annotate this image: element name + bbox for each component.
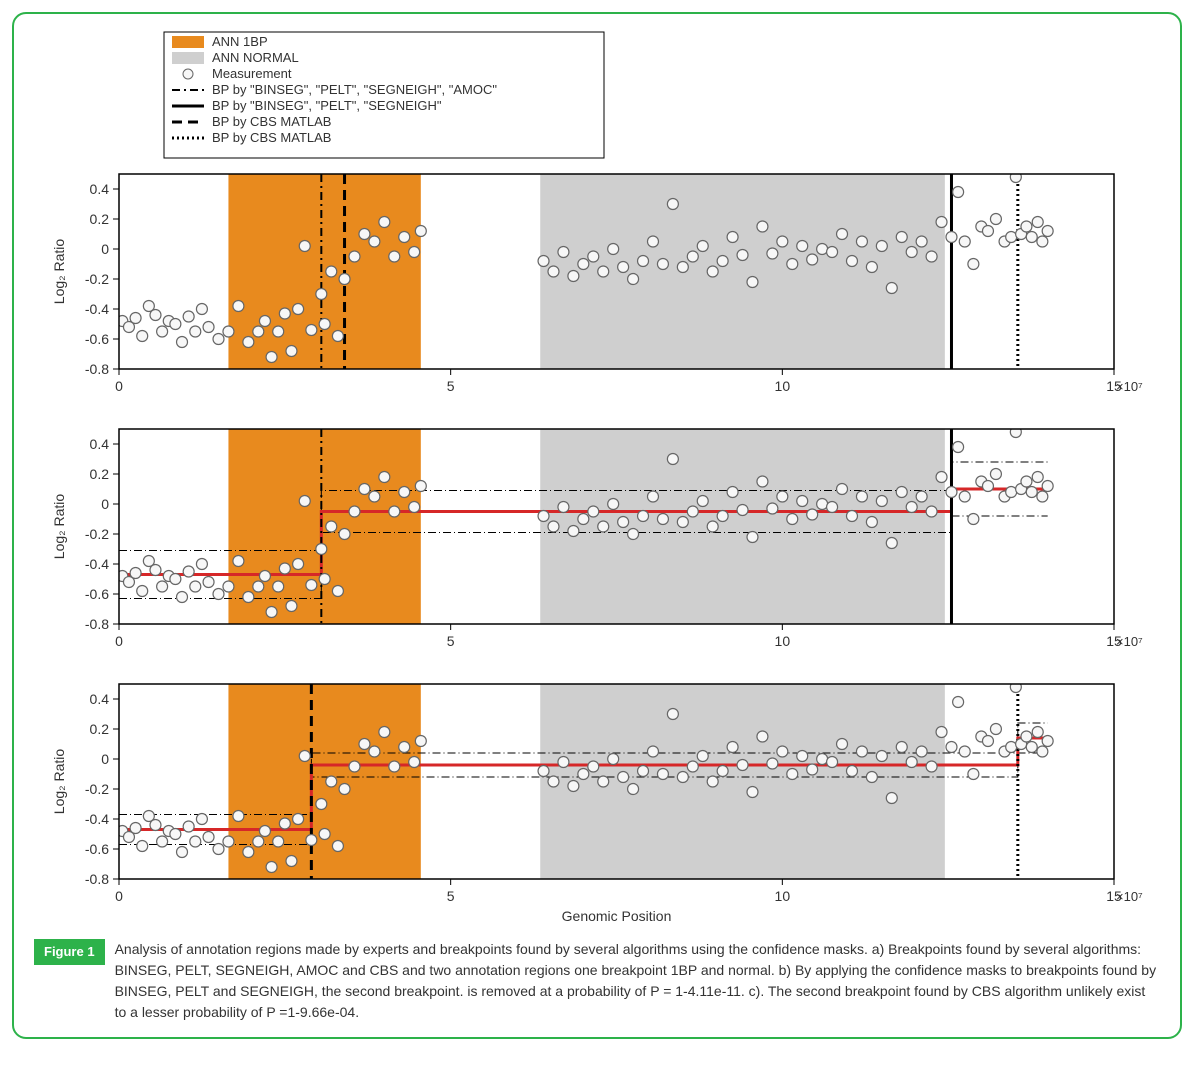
svg-text:5: 5 [447, 888, 455, 904]
svg-text:0: 0 [115, 633, 123, 649]
svg-text:0: 0 [101, 241, 109, 257]
svg-text:-0.4: -0.4 [85, 556, 109, 572]
svg-text:-0.8: -0.8 [85, 616, 109, 632]
svg-text:Log₂ Ratio: Log₂ Ratio [51, 494, 67, 560]
figure-frame: ANN 1BPANN NORMALMeasurementBP by "BINSE… [12, 12, 1182, 1039]
svg-text:×10⁷: ×10⁷ [1116, 379, 1143, 394]
svg-text:Log₂ Ratio: Log₂ Ratio [51, 749, 67, 815]
svg-text:BP by CBS MATLAB: BP by CBS MATLAB [212, 114, 331, 129]
figure-caption: Analysis of annotation regions made by e… [115, 939, 1160, 1023]
svg-text:BP by CBS MATLAB: BP by CBS MATLAB [212, 130, 331, 145]
svg-text:-0.2: -0.2 [85, 781, 109, 797]
svg-text:0: 0 [101, 496, 109, 512]
svg-text:Genomic Position: Genomic Position [562, 908, 672, 924]
svg-text:10: 10 [775, 633, 791, 649]
svg-text:10: 10 [775, 888, 791, 904]
svg-text:-0.4: -0.4 [85, 301, 109, 317]
svg-text:BP by "BINSEG", "PELT", "SEGNE: BP by "BINSEG", "PELT", "SEGNEIGH", "AMO… [212, 82, 497, 97]
svg-text:0: 0 [115, 888, 123, 904]
caption: Figure 1 Analysis of annotation regions … [24, 939, 1170, 1023]
figure-label: Figure 1 [34, 939, 105, 965]
svg-text:0.4: 0.4 [90, 436, 110, 452]
svg-text:5: 5 [447, 378, 455, 394]
svg-text:BP by "BINSEG", "PELT", "SEGNE: BP by "BINSEG", "PELT", "SEGNEIGH" [212, 98, 442, 113]
svg-text:ANN NORMAL: ANN NORMAL [212, 50, 299, 65]
svg-text:-0.6: -0.6 [85, 841, 109, 857]
svg-text:Measurement: Measurement [212, 66, 292, 81]
svg-text:Log₂ Ratio: Log₂ Ratio [51, 239, 67, 305]
svg-text:-0.8: -0.8 [85, 871, 109, 887]
svg-text:-0.4: -0.4 [85, 811, 109, 827]
svg-text:5: 5 [447, 633, 455, 649]
svg-text:-0.2: -0.2 [85, 271, 109, 287]
svg-text:-0.6: -0.6 [85, 586, 109, 602]
svg-text:0: 0 [101, 751, 109, 767]
svg-text:-0.8: -0.8 [85, 361, 109, 377]
svg-text:10: 10 [775, 378, 791, 394]
svg-text:-0.2: -0.2 [85, 526, 109, 542]
svg-text:×10⁷: ×10⁷ [1116, 889, 1143, 904]
svg-text:0.4: 0.4 [90, 181, 110, 197]
svg-text:0.2: 0.2 [90, 211, 110, 227]
svg-text:-0.6: -0.6 [85, 331, 109, 347]
svg-text:×10⁷: ×10⁷ [1116, 634, 1143, 649]
svg-text:0.4: 0.4 [90, 691, 110, 707]
svg-text:0.2: 0.2 [90, 721, 110, 737]
svg-text:0: 0 [115, 378, 123, 394]
svg-text:ANN 1BP: ANN 1BP [212, 34, 268, 49]
svg-text:0.2: 0.2 [90, 466, 110, 482]
chart: ANN 1BPANN NORMALMeasurementBP by "BINSE… [24, 24, 1164, 924]
